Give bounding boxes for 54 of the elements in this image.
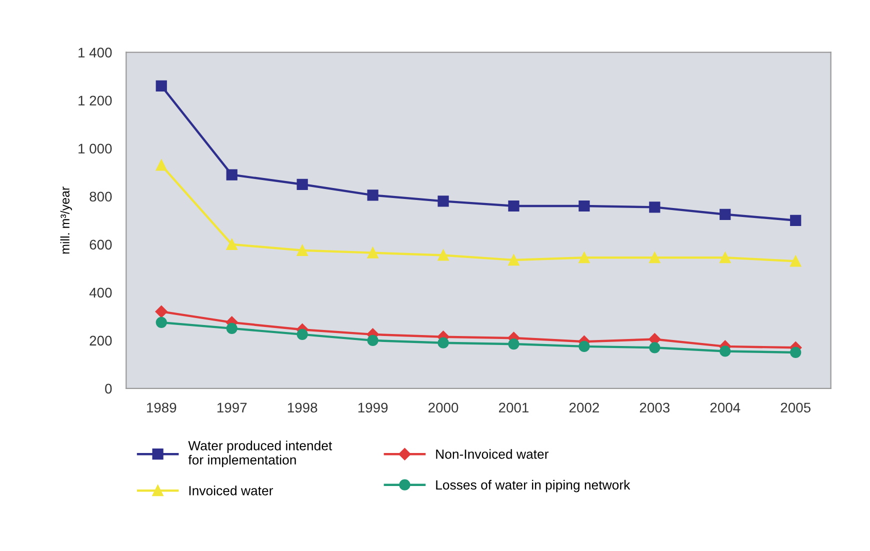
point [367,247,378,258]
point [790,256,802,267]
point [438,196,449,207]
y-tick-label: 1 400 [78,48,112,58]
point [578,340,590,352]
point [226,238,238,250]
point [578,252,590,264]
legend-label: Losses of water in piping network [436,480,630,492]
y-tick-label: 600 [90,240,112,250]
point [156,80,167,92]
x-tick-label: 2000 [428,402,458,413]
point [367,334,378,346]
x-tick-label: 2001 [498,402,529,413]
y-tick-label: 400 [89,288,112,298]
point [156,316,167,328]
y-tick-label: 0 [105,384,112,394]
point [649,342,660,354]
x-tick-label: 1998 [288,402,318,413]
point [296,178,308,190]
x-tick-label: 2004 [710,402,740,413]
point [438,250,449,261]
point [790,346,802,358]
point [578,200,590,212]
x-tick-label: 1999 [358,402,388,413]
x-tick-label: 1989 [146,402,176,413]
legend-label: Non-Invoiced water [436,449,549,459]
point [649,252,660,264]
y-axis-title: mill. m³/year [60,186,72,254]
y-tick-label: 200 [90,336,112,346]
point [508,200,520,212]
y-tick-label: 800 [90,192,112,202]
point [649,202,660,213]
point [508,254,520,266]
x-tick-label: 2002 [569,402,599,413]
point [720,346,731,357]
legend-label: Water produced intendet for implementation [188,440,332,468]
y-tick-label: 1 200 [78,96,112,106]
point [367,190,378,201]
x-tick-label: 2005 [780,402,810,413]
point [720,252,731,264]
point [790,214,802,226]
legend-label: Invoiced water [189,486,274,496]
point [226,322,238,334]
y-tick-label: 1 000 [78,144,112,154]
point [226,169,238,180]
x-tick-label: 2003 [640,402,670,413]
point [438,337,449,348]
point [296,328,308,340]
point [508,338,520,350]
point [296,244,308,256]
x-tick-label: 1997 [217,402,247,413]
point [720,208,731,220]
point [155,306,168,318]
point [156,160,167,171]
